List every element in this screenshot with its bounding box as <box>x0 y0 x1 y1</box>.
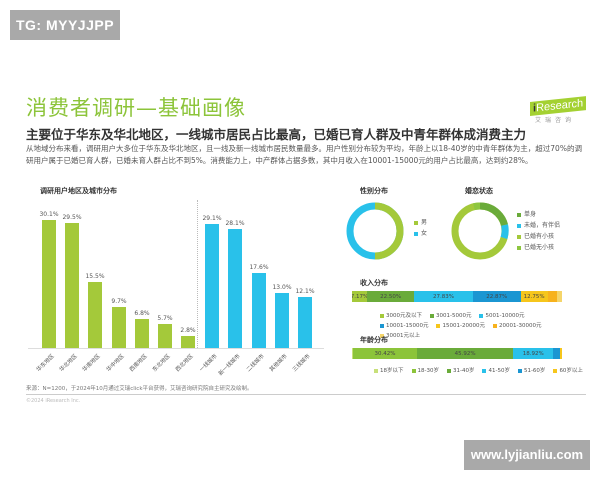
bar <box>181 336 195 348</box>
bar-value-label: 9.7% <box>111 297 127 305</box>
x-axis <box>28 348 324 349</box>
stack-segment <box>556 291 562 302</box>
legend-item-married-nokids: 已婚无小孩 <box>517 242 560 253</box>
bar-value-label: 17.6% <box>249 264 269 272</box>
watermark-bottom-right: www.lyjianliu.com <box>464 440 590 470</box>
legend-item: 20001-30000元 <box>492 323 541 329</box>
legend-item: 60岁以上 <box>553 368 583 374</box>
bar <box>88 282 102 348</box>
age-chart-title: 年龄分布 <box>360 336 388 344</box>
bar <box>252 273 266 348</box>
bar <box>112 306 126 348</box>
legend-item: 3001-5000元 <box>430 313 471 319</box>
bar-value-label: 29.5% <box>62 213 82 221</box>
source-note: 来源：N=1200，于2024年10月通过艾瑞click平台获得，艾瑞咨询研究院… <box>26 386 253 392</box>
legend-item: 3000元及以下 <box>380 313 422 319</box>
legend-item: 51-60岁 <box>517 368 545 374</box>
stack-segment <box>559 348 562 359</box>
logo-mark: iResearch <box>530 96 587 116</box>
legend-item: 10001-15000元 <box>380 323 428 329</box>
bar <box>275 292 289 348</box>
income-stacked-bar: 7.17% 22.50% 27.83% 22.87% 12.75% <box>352 291 562 302</box>
stack-segment: 22.87% <box>472 291 521 302</box>
page-description: 从地域分布来看，调研用户大多位于华东及华北地区，且一线及新一线城市居民数量最多。… <box>26 144 582 165</box>
page-title: 消费者调研—基础画像 <box>26 96 246 120</box>
watermark-top-left: TG: MYYJJPP <box>10 10 120 40</box>
bar <box>65 222 79 348</box>
marital-legend: 单身 未婚，有伴侣 已婚有小孩 已婚无小孩 <box>517 209 560 253</box>
legend-item-single: 单身 <box>517 209 560 220</box>
stack-segment <box>547 291 557 302</box>
marital-donut-chart <box>451 202 509 260</box>
bar <box>228 228 242 348</box>
page-subtitle: 主要位于华东及华北地区，一线城市居民占比最高，已婚已育人群及中青年群体成消费主力 <box>26 127 527 142</box>
legend-item: 5001-10000元 <box>479 313 524 319</box>
age-legend: 18岁以下 18-30岁 31-40岁 41-50岁 51-60岁 60岁以上 <box>374 366 594 376</box>
legend-item: 18-30岁 <box>411 368 439 374</box>
marital-chart-title: 婚恋状态 <box>465 187 493 195</box>
bar <box>158 323 172 348</box>
legend-item-female: 女 <box>414 228 427 239</box>
iresearch-logo: iResearch 艾瑞咨询 <box>530 94 587 124</box>
gender-chart-title: 性别分布 <box>360 187 388 195</box>
stack-segment <box>553 348 560 359</box>
legend-item-male: 男 <box>414 217 427 228</box>
logo-subtitle: 艾瑞咨询 <box>534 117 575 124</box>
bar-value-label: 5.7% <box>157 314 173 322</box>
bar-value-label: 12.1% <box>295 287 315 295</box>
legend-item: 31-40岁 <box>446 368 474 374</box>
bar <box>205 224 219 348</box>
bar <box>42 220 56 348</box>
legend-item-partnered: 未婚，有伴侣 <box>517 220 560 231</box>
legend-item: 30001元以上 <box>380 333 420 339</box>
stack-segment: 18.92% <box>513 348 554 359</box>
bar-value-label: 29.1% <box>202 215 222 223</box>
age-stacked-bar: 30.42% 45.92% 18.92% <box>352 348 562 359</box>
bar-value-label: 28.1% <box>225 219 245 227</box>
bar-value-label: 2.8% <box>180 327 196 335</box>
copyright: ©2024 iResearch Inc. <box>26 398 81 404</box>
stack-segment: 27.83% <box>414 291 473 302</box>
legend-item: 41-50岁 <box>482 368 510 374</box>
bar-value-label: 30.1% <box>39 211 59 219</box>
stack-segment: 12.75% <box>520 291 548 302</box>
stack-segment: 45.92% <box>416 348 514 359</box>
income-chart-title: 收入分布 <box>360 279 388 287</box>
gender-donut-chart <box>346 202 404 260</box>
bar <box>135 319 149 348</box>
bar-value-label: 6.8% <box>134 310 150 318</box>
legend-item: 18岁以下 <box>374 368 404 374</box>
bar-value-label: 15.5% <box>85 273 105 281</box>
bar-value-label: 13.0% <box>272 283 292 291</box>
gender-legend: 男 女 <box>414 217 427 239</box>
bar <box>298 296 312 348</box>
stack-segment: 22.50% <box>367 291 415 302</box>
footer-divider <box>26 394 586 395</box>
stack-segment <box>352 348 354 359</box>
stack-segment: 7.17% <box>352 291 368 302</box>
region-city-bar-chart: 30.1% 29.5% 15.5% 9.7% 6.8% 5.7% 2.8% 29.1% 28.1… <box>28 200 328 348</box>
stack-segment: 30.42% <box>353 348 417 359</box>
region-chart-title: 调研用户地区及城市分布 <box>40 187 117 195</box>
legend-item-married-kids: 已婚有小孩 <box>517 231 560 242</box>
chart-divider <box>197 200 198 348</box>
legend-item: 15001-20000元 <box>436 323 485 329</box>
income-legend: 3000元及以下 3001-5000元 5001-10000元 10001-15000… <box>380 311 580 341</box>
